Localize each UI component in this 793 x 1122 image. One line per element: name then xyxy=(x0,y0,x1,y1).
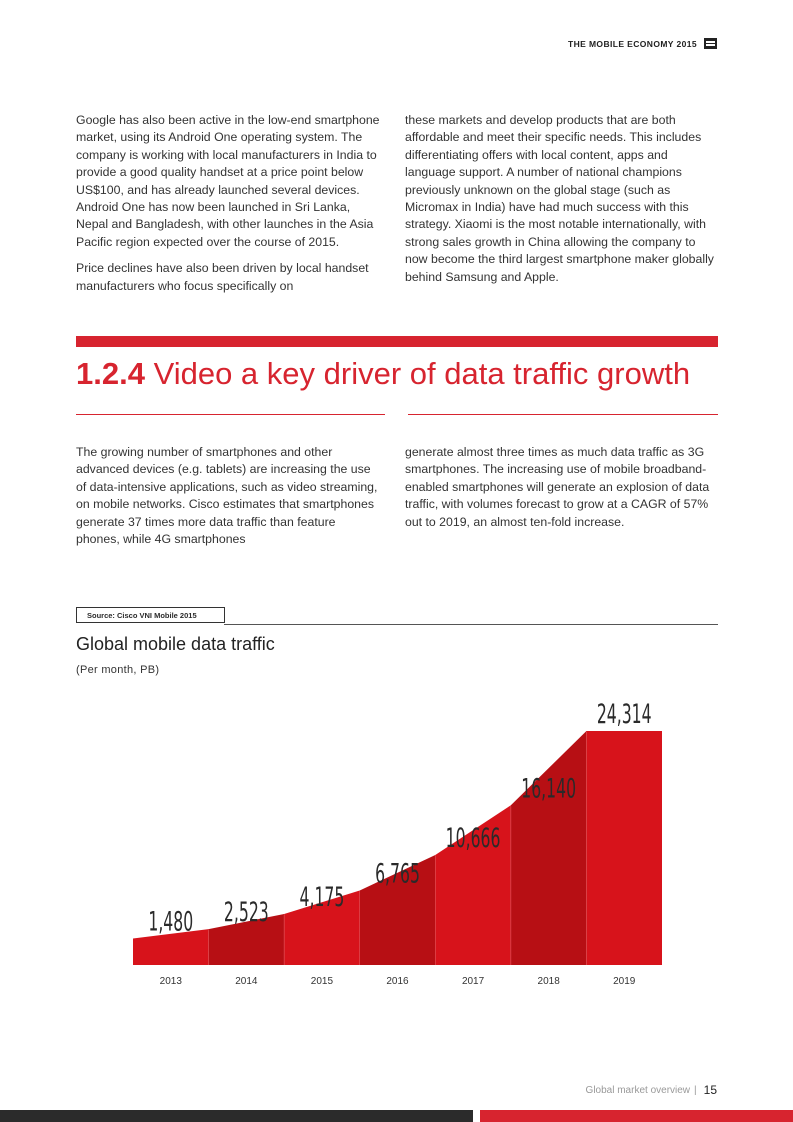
x-tick-label-2015: 2015 xyxy=(311,976,334,987)
section-heading: 1.2.4 Video a key driver of data traffic… xyxy=(76,356,690,392)
area-segment-2016 xyxy=(359,855,436,965)
intro-left-column: Google has also been active in the low-e… xyxy=(76,112,382,304)
heading-rule-left xyxy=(76,414,385,415)
chart-title: Global mobile data traffic xyxy=(76,634,275,654)
area-segment-2014 xyxy=(208,914,285,965)
area-segment-2013 xyxy=(133,929,209,965)
header-title: THE MOBILE ECONOMY 2015 xyxy=(567,38,697,49)
footer-bar-red xyxy=(480,1110,793,1122)
area-segment-2015 xyxy=(284,890,360,965)
page-header: THE MOBILE ECONOMY 2015 xyxy=(568,38,717,49)
gsma-logo-icon xyxy=(704,38,717,49)
x-tick-label-2016: 2016 xyxy=(386,976,409,987)
body-right-column: generate almost three times as much data… xyxy=(405,444,718,540)
intro-paragraph: these markets and develop products that … xyxy=(405,113,714,284)
data-label-2019: 24,314 xyxy=(597,700,652,731)
area-segment-2019 xyxy=(586,731,662,965)
data-label-2013: 1,480 xyxy=(148,907,193,938)
body-paragraph: The growing number of smartphones and ot… xyxy=(76,445,378,547)
x-tick-label-2018: 2018 xyxy=(538,976,561,987)
intro-right-column: these markets and develop products that … xyxy=(405,112,718,295)
footer-bar-dark xyxy=(0,1110,473,1122)
data-label-2014: 2,523 xyxy=(224,898,269,929)
x-tick-label-2017: 2017 xyxy=(462,976,485,987)
data-label-2018: 16,140 xyxy=(521,774,576,805)
body-left-column: The growing number of smartphones and ot… xyxy=(76,444,382,557)
x-tick-label-2013: 2013 xyxy=(160,976,183,987)
x-tick-label-2019: 2019 xyxy=(613,976,636,987)
section-title: Video a key driver of data traffic growt… xyxy=(153,356,691,391)
section-number: 1.2.4 xyxy=(76,356,145,391)
area-segment-2017 xyxy=(435,805,511,965)
page-footer: Global market overview | 15 xyxy=(586,1083,717,1097)
footer-separator: | xyxy=(694,1084,697,1096)
section-divider-band xyxy=(76,336,718,347)
footer-section-label: Global market overview xyxy=(585,1084,691,1096)
body-paragraph: generate almost three times as much data… xyxy=(405,445,710,529)
data-label-2016: 6,765 xyxy=(375,859,420,890)
data-label-2017: 10,666 xyxy=(446,824,501,855)
area-segment-2018 xyxy=(510,731,587,965)
figure-source-rule xyxy=(224,624,718,625)
data-label-2015: 4,175 xyxy=(300,883,345,914)
chart-subtitle: (Per month, PB) xyxy=(76,664,160,676)
intro-paragraph: Google has also been active in the low-e… xyxy=(76,113,380,249)
intro-paragraph: Price declines have also been driven by … xyxy=(76,261,369,293)
heading-rule-right xyxy=(408,414,718,415)
figure-source: Source: Cisco VNI Mobile 2015 xyxy=(76,607,225,623)
page-number: 15 xyxy=(703,1083,717,1097)
x-tick-label-2014: 2014 xyxy=(235,976,258,987)
